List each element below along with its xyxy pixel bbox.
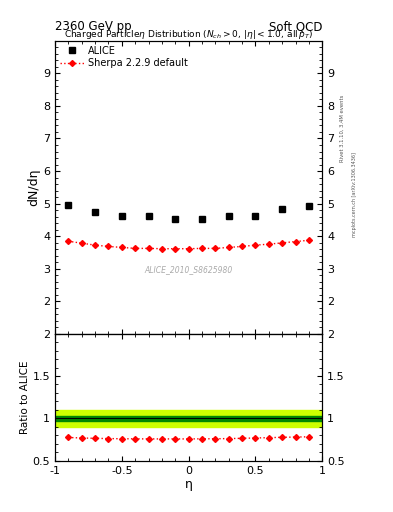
Title: Charged Particle$\eta$ Distribution $(N_{ch}>0,\,|\eta|<1.0,\,\mathrm{all}\,p_T): Charged Particle$\eta$ Distribution $(N_…	[64, 28, 313, 41]
Sherpa 2.2.9 default	[213, 245, 218, 251]
Sherpa 2.2.9 default	[146, 245, 151, 251]
Sherpa 2.2.9 default	[226, 244, 231, 250]
Text: 2360 GeV pp: 2360 GeV pp	[55, 20, 132, 33]
Sherpa 2.2.9 default	[106, 243, 111, 249]
Bar	[55, 416, 322, 420]
ALICE	[200, 216, 204, 222]
Text: Soft QCD: Soft QCD	[269, 20, 322, 33]
Sherpa 2.2.9 default	[307, 237, 311, 243]
Sherpa 2.2.9 default	[79, 240, 84, 246]
Sherpa 2.2.9 default	[253, 242, 258, 248]
Sherpa 2.2.9 default	[93, 242, 97, 248]
Sherpa 2.2.9 default	[66, 238, 71, 244]
ALICE	[93, 209, 97, 216]
Legend: ALICE, Sherpa 2.2.9 default: ALICE, Sherpa 2.2.9 default	[58, 44, 190, 70]
X-axis label: η: η	[185, 478, 193, 492]
Sherpa 2.2.9 default	[293, 239, 298, 245]
ALICE	[146, 213, 151, 219]
Sherpa 2.2.9 default	[266, 241, 271, 247]
Sherpa 2.2.9 default	[160, 246, 164, 252]
Y-axis label: Ratio to ALICE: Ratio to ALICE	[20, 360, 30, 434]
ALICE	[307, 203, 311, 209]
ALICE	[173, 216, 178, 222]
ALICE	[119, 213, 124, 219]
Sherpa 2.2.9 default	[173, 246, 178, 252]
Sherpa 2.2.9 default	[240, 243, 244, 249]
Y-axis label: dN/dη: dN/dη	[27, 168, 40, 206]
Text: mcplots.cern.ch [arXiv:1306.3436]: mcplots.cern.ch [arXiv:1306.3436]	[352, 152, 357, 237]
Sherpa 2.2.9 default	[280, 240, 285, 246]
Line: ALICE: ALICE	[65, 202, 312, 222]
ALICE	[66, 202, 71, 208]
Line: Sherpa 2.2.9 default: Sherpa 2.2.9 default	[66, 238, 311, 251]
Bar	[55, 410, 322, 427]
Text: Rivet 3.1.10, 3.4M events: Rivet 3.1.10, 3.4M events	[340, 94, 345, 162]
ALICE	[280, 206, 285, 212]
Sherpa 2.2.9 default	[186, 246, 191, 252]
Sherpa 2.2.9 default	[200, 245, 204, 251]
ALICE	[253, 213, 258, 219]
Sherpa 2.2.9 default	[119, 244, 124, 250]
Text: ALICE_2010_S8625980: ALICE_2010_S8625980	[145, 265, 233, 274]
Sherpa 2.2.9 default	[133, 245, 138, 251]
ALICE	[226, 213, 231, 219]
